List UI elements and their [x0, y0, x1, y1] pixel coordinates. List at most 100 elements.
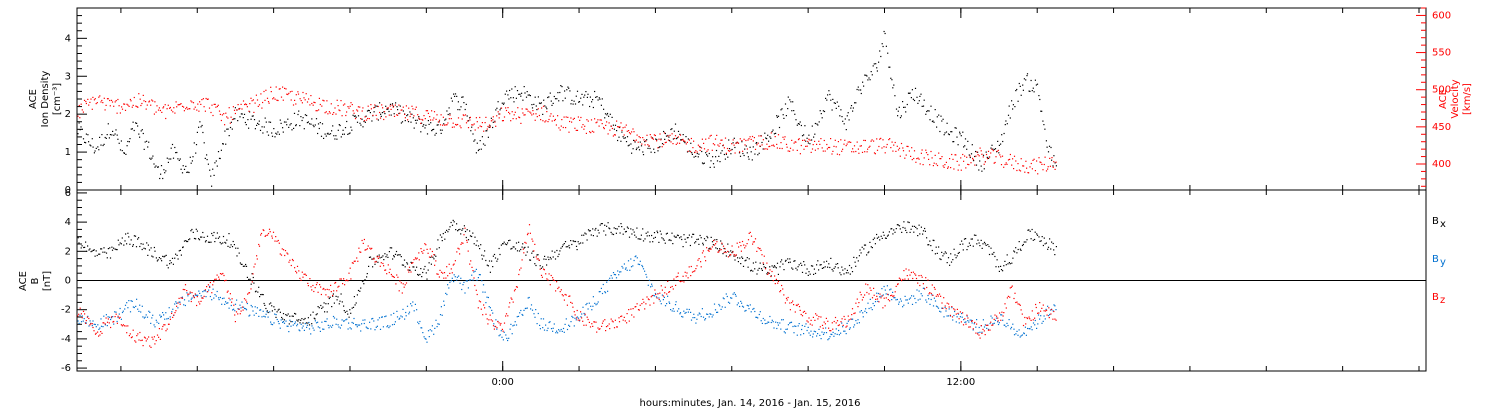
bx-series-point: [707, 237, 709, 239]
density-series-point: [487, 136, 489, 138]
density-series-point: [955, 127, 957, 129]
velocity-series-point: [582, 124, 584, 126]
density-series-point: [755, 142, 757, 144]
by-series-point: [183, 299, 186, 301]
density-series-point: [850, 107, 852, 109]
bx-series-point: [544, 255, 546, 257]
velocity-series-point: [488, 124, 491, 126]
by-series-point: [598, 291, 600, 293]
by-series-point: [905, 299, 907, 301]
density-series-point: [992, 148, 994, 150]
density-series-point: [178, 159, 180, 161]
density-series-point: [864, 74, 866, 76]
by-series-point: [211, 299, 213, 301]
bz-series-point: [260, 234, 262, 236]
bz-series-point: [784, 302, 786, 304]
bz-series-point: [418, 259, 420, 261]
by-series-point: [135, 305, 137, 307]
bz-series-point: [207, 291, 209, 293]
density-series-point: [963, 146, 965, 148]
by-series-point: [827, 339, 829, 341]
density-series-point: [676, 137, 678, 139]
density-series-point: [674, 123, 677, 125]
by-series-point: [876, 292, 878, 294]
velocity-series-point: [852, 148, 854, 150]
bz-series-point: [81, 317, 83, 319]
velocity-series-point: [93, 99, 95, 101]
bx-series-point: [830, 257, 832, 259]
velocity-series-point: [793, 142, 795, 144]
velocity-series-point: [141, 102, 143, 105]
by-series-point: [780, 328, 782, 330]
bx-series-point: [294, 312, 296, 315]
velocity-series-point: [568, 131, 570, 133]
bz-series-point: [152, 338, 154, 340]
bx-series-point: [125, 233, 127, 235]
by-series-point: [959, 316, 961, 318]
density-series-point: [507, 94, 509, 96]
velocity-series-point: [323, 100, 325, 102]
bx-series-point: [680, 236, 682, 238]
by-series-point: [302, 325, 304, 327]
velocity-series-point: [379, 111, 381, 114]
density-series-point: [215, 160, 217, 162]
bz-series-point: [818, 316, 820, 318]
bx-series-point: [824, 266, 826, 268]
density-series-point: [713, 166, 715, 168]
by-series-point: [812, 333, 814, 335]
bx-series-point: [147, 254, 149, 256]
bx-series-point: [821, 267, 823, 269]
by-series-point: [372, 317, 374, 320]
density-series-point: [679, 133, 681, 135]
by-series-point: [1040, 315, 1042, 317]
bz-series-point: [287, 253, 289, 255]
bz-series-point: [999, 312, 1001, 314]
density-series-point: [222, 143, 224, 145]
by-series-point: [807, 326, 809, 328]
bz-series-point: [648, 299, 650, 301]
bz-series-point: [881, 295, 883, 297]
density-series-point: [938, 114, 940, 116]
velocity-series-point: [575, 129, 577, 131]
bz-series-point: [634, 306, 636, 308]
density-series-point: [660, 138, 662, 140]
bx-series-point: [434, 254, 436, 256]
bx-series-point: [939, 258, 941, 260]
bx-series-point: [944, 251, 946, 253]
density-series-point: [102, 144, 104, 147]
velocity-series-point: [881, 147, 883, 149]
velocity-series-point: [876, 138, 878, 140]
velocity-series-point: [291, 90, 293, 92]
bx-series-point: [314, 318, 316, 320]
bz-series-point: [300, 279, 302, 281]
velocity-series-point: [270, 91, 272, 93]
velocity-series-point: [649, 134, 651, 136]
bz-series-point: [237, 313, 239, 315]
bz-series-point: [678, 280, 681, 282]
bz-series-point: [392, 276, 394, 278]
bz-series-point: [102, 322, 104, 324]
by-series-point: [221, 303, 223, 305]
bz-series-point: [272, 231, 275, 233]
by-series-point: [918, 290, 920, 292]
velocity-series-point: [446, 124, 448, 126]
bx-series-point: [842, 269, 844, 271]
bx-series-point: [904, 227, 906, 229]
bx-series-point: [669, 239, 671, 241]
by-series-point: [877, 292, 880, 295]
velocity-series-point: [1044, 156, 1046, 158]
density-series-point: [985, 151, 987, 153]
by-series-point: [966, 315, 968, 317]
bz-series-point: [460, 243, 462, 245]
bx-series-point: [404, 266, 406, 268]
bz-series-point: [478, 300, 480, 302]
by-series-point: [943, 316, 945, 318]
bz-series-point: [760, 249, 762, 251]
by-series-point: [88, 325, 90, 327]
velocity-series-point: [425, 110, 427, 112]
velocity-series-point: [388, 114, 390, 116]
by-series-point: [199, 292, 201, 294]
velocity-series-point: [463, 114, 465, 117]
velocity-series-point: [624, 126, 626, 128]
by-series-point: [133, 306, 135, 309]
